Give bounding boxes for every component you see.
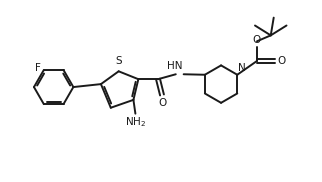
Text: S: S [115, 56, 122, 66]
Text: HN: HN [167, 61, 183, 71]
Text: O: O [159, 98, 167, 108]
Text: F: F [35, 63, 41, 73]
Text: NH$_2$: NH$_2$ [125, 116, 146, 129]
Text: N: N [238, 63, 246, 73]
Text: O: O [253, 35, 261, 45]
Text: O: O [278, 56, 286, 66]
